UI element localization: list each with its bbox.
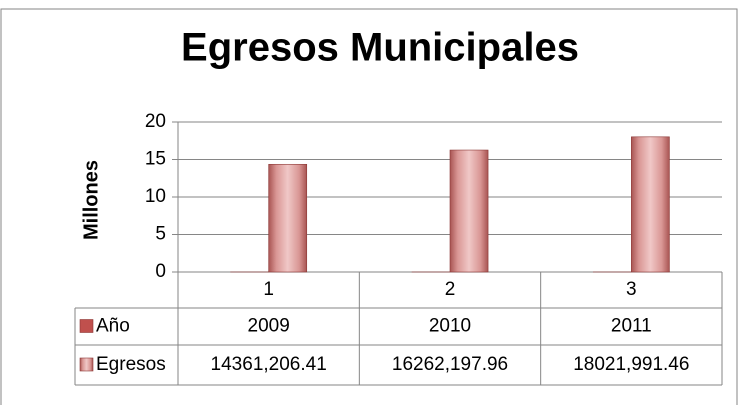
bar (269, 164, 307, 272)
table-value: 16262,197.96 (392, 354, 508, 375)
y-tick-label: 10 (145, 186, 166, 207)
x-tick-label: 3 (626, 279, 637, 300)
table-value: 2009 (248, 316, 290, 337)
table-value: 14361,206.41 (211, 354, 327, 375)
legend-label: Año (96, 316, 130, 337)
legend-key (80, 358, 93, 371)
table-value: 18021,991.46 (573, 354, 689, 375)
bar (631, 137, 669, 272)
bar (450, 150, 488, 272)
y-tick-label: 5 (155, 224, 166, 245)
chart-title: Egresos Municipales (181, 26, 579, 70)
x-tick-label: 2 (445, 279, 456, 300)
y-tick-label: 15 (145, 149, 166, 170)
x-tick-label: 1 (263, 279, 274, 300)
legend-label: Egresos (96, 354, 166, 375)
table-value: 2011 (611, 316, 652, 337)
y-axis-label: Millones (80, 160, 102, 240)
table-value: 2010 (429, 316, 471, 337)
y-tick-label: 20 (145, 111, 166, 132)
y-tick-label: 0 (155, 261, 166, 282)
legend-key (80, 320, 93, 333)
